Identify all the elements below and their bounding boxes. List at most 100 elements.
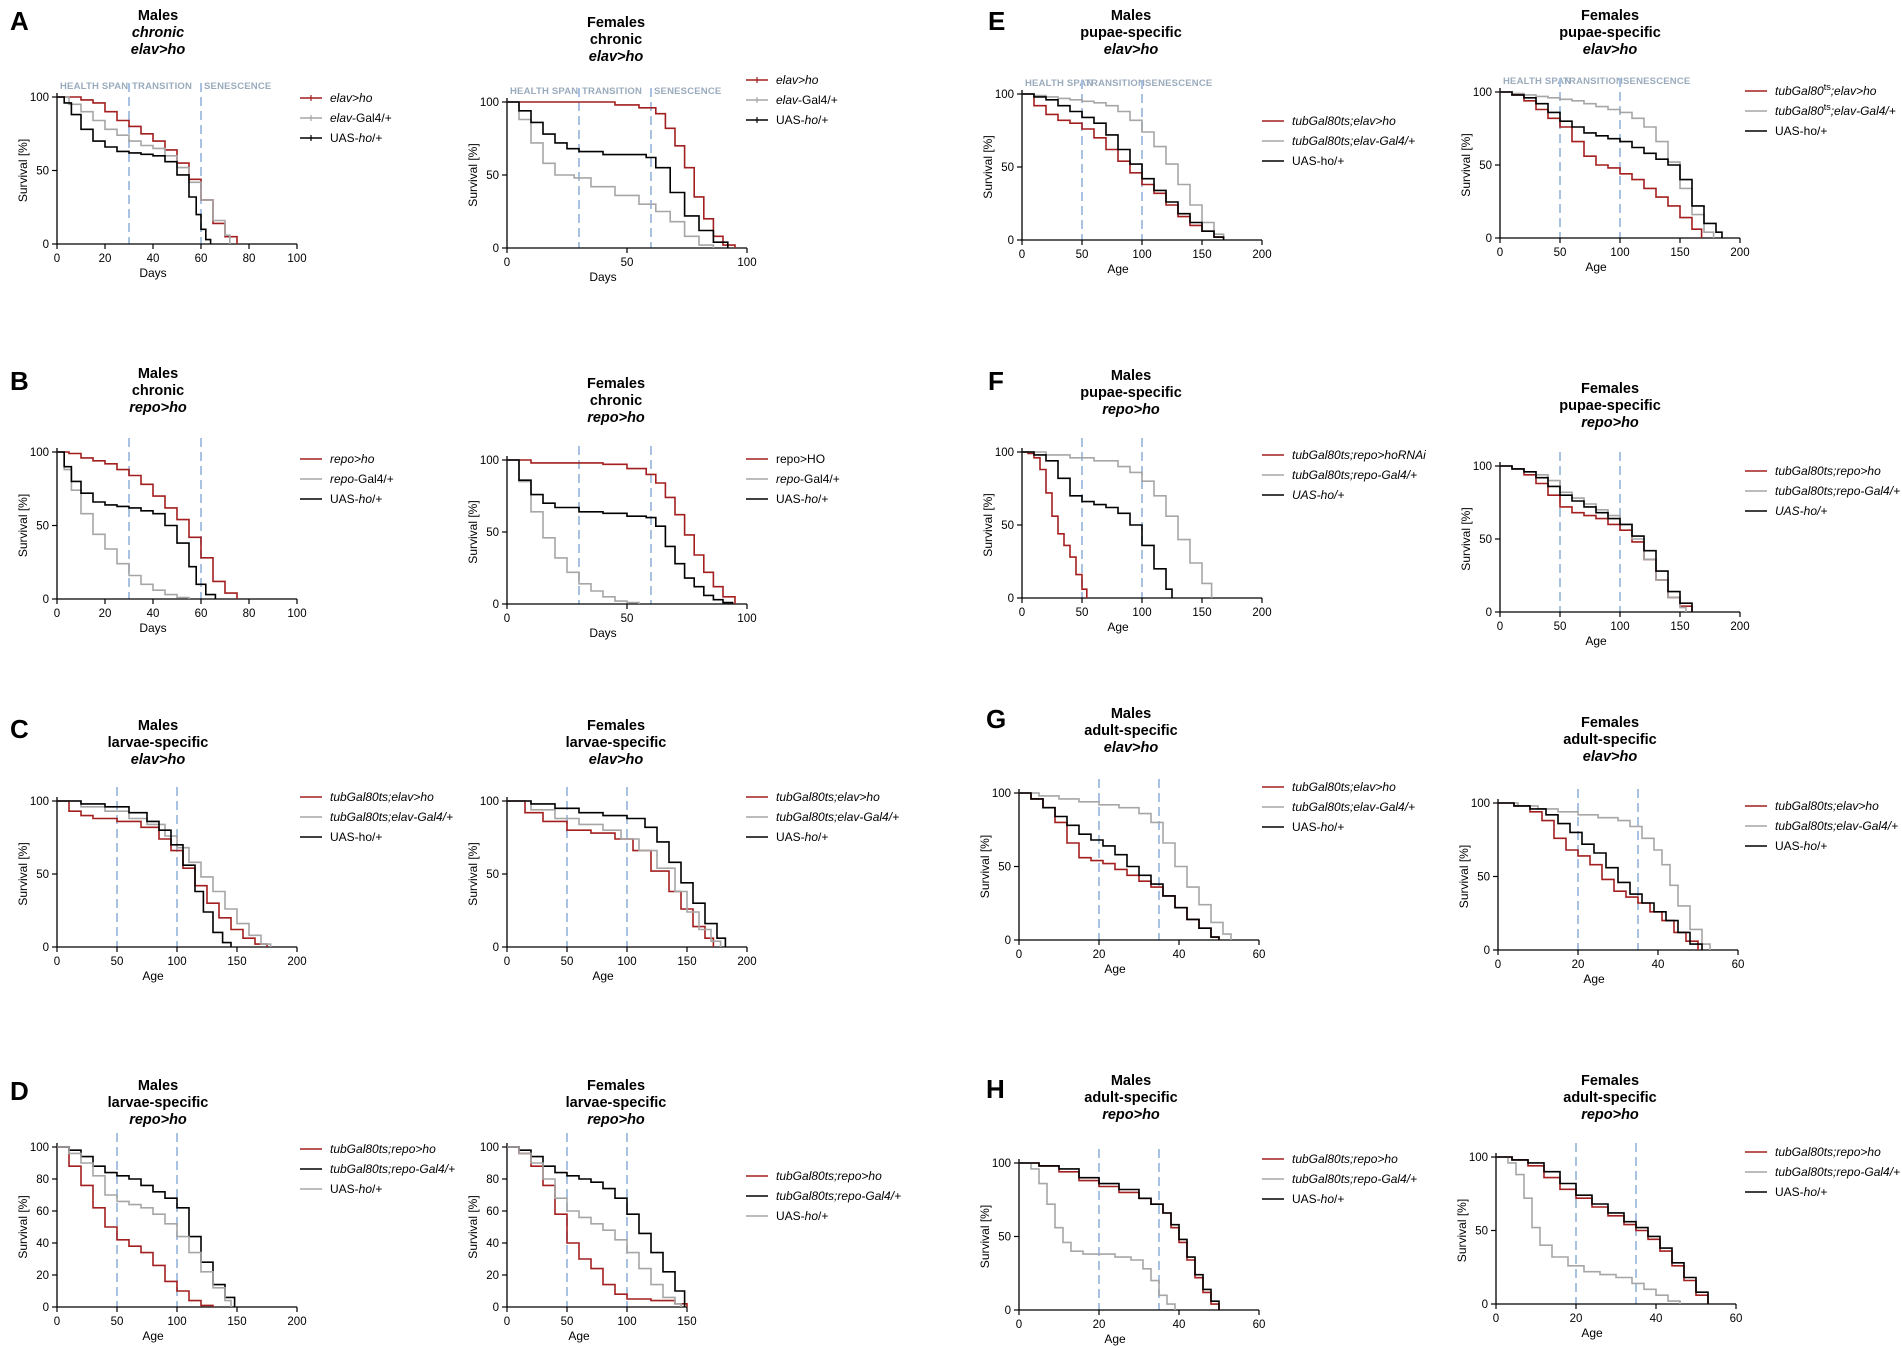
phase-label: SENESCENCE [654,86,721,97]
legend-label: repo>ho [330,452,375,466]
series-line-elav-ho [507,101,736,248]
x-tick-label: 100 [617,956,636,968]
x-tick-label: 200 [1730,247,1749,259]
x-tick-label: 0 [1019,249,1025,261]
x-tick-label: 40 [147,608,160,620]
legend-label: UAS-ho/+ [1775,124,1827,138]
x-tick-label: 50 [1554,247,1567,259]
series-line-repo-ho [57,451,238,599]
phase-label: HEALTH SPAN [60,81,128,92]
series-line-uas-ho [507,800,727,947]
y-tick-label: 100 [480,97,499,109]
y-tick-label: 0 [493,942,499,954]
panel-title-line: chronic [590,32,642,48]
y-tick-label: 100 [1473,461,1492,473]
phase-label: SENESCENCE [204,81,271,92]
series-line-uas-ho [1022,451,1173,598]
y-tick-label: 20 [36,1270,49,1282]
x-tick-label: 40 [147,253,160,265]
phase-label: SENESCENCE [1623,76,1690,87]
x-tick-label: 200 [1252,249,1271,261]
series-line-tubgal80ts-elav-ho [1019,792,1220,940]
x-tick-label: 80 [243,253,256,265]
x-tick-label: 0 [1497,247,1503,259]
y-tick-label: 40 [36,1238,49,1250]
series-line-tubgal80ts-repo-ho [1496,1156,1709,1304]
panel-title-line: Males [138,366,178,382]
y-tick-label: 100 [1471,798,1490,810]
x-axis-label: Days [139,621,166,635]
y-axis-label: Survival [%] [1459,507,1473,570]
x-tick-label: 100 [1132,249,1151,261]
x-tick-label: 0 [54,608,60,620]
y-tick-label: 0 [43,1302,49,1314]
legend-label: UAS-ho/+ [776,492,828,506]
x-tick-label: 50 [561,956,574,968]
y-axis-label: Survival [%] [16,842,30,905]
y-tick-label: 100 [480,796,499,808]
panel-title-line: Females [587,718,645,734]
panel-title-line: Females [587,1078,645,1094]
panel-title-line: pupae-specific [1559,398,1661,414]
series-line-tubgal80ts-repo-ho [507,1146,688,1307]
y-tick-label: 50 [36,521,49,533]
y-tick-label: 100 [480,1142,499,1154]
panel-title-line: Males [1111,368,1151,384]
panel-title-line: elav>ho [131,42,186,58]
panel-title-line: Females [1581,715,1639,731]
x-tick-label: 50 [621,257,634,269]
x-tick-label: 150 [677,1316,696,1328]
panel-title-line: elav>ho [1104,42,1159,58]
x-tick-label: 40 [1173,1319,1186,1331]
panel-title-line: pupae-specific [1080,385,1182,401]
x-tick-label: 0 [54,956,60,968]
panel-letter: C [10,714,29,744]
x-tick-label: 60 [1253,1319,1266,1331]
x-tick-label: 0 [1016,1319,1022,1331]
y-tick-label: 0 [43,594,49,606]
panel-title-line: chronic [132,25,184,41]
x-tick-label: 0 [1497,621,1503,633]
x-axis-label: Age [1107,620,1129,634]
y-axis-label: Survival [%] [1455,1199,1469,1262]
panel-title-line: repo>ho [1102,1107,1160,1123]
legend-label: UAS-ho/+ [776,830,828,844]
y-tick-label: 50 [1479,160,1492,172]
y-tick-label: 50 [36,869,49,881]
x-tick-label: 50 [621,613,634,625]
y-tick-label: 50 [36,166,49,178]
series-line-uas-ho [57,1146,232,1307]
x-tick-label: 100 [167,1316,186,1328]
phase-label: TRANSITION [1085,78,1145,89]
x-tick-label: 100 [1132,607,1151,619]
panel-title-line: repo>ho [1581,415,1639,431]
y-tick-label: 100 [30,1142,49,1154]
y-tick-label: 100 [30,447,49,459]
series-line-tubgal80ts-elav-ho [507,800,715,947]
legend-label: tubGal80ts;elav-Gal4/+ [330,810,453,824]
y-tick-label: 0 [1005,935,1011,947]
panel-title-line: repo>ho [129,1112,187,1128]
panel-title-line: Females [1581,1073,1639,1089]
series-line-tubgal80ts-elav-ho [1498,802,1699,950]
x-axis-label: Age [1585,260,1607,274]
y-axis-label: Survival [%] [1457,845,1471,908]
y-axis-label: Survival [%] [981,135,995,198]
x-tick-label: 100 [167,956,186,968]
y-axis-label: Survival [%] [16,1195,30,1258]
series-line-tubgal80ts-elav-gal4 [1500,91,1715,238]
x-tick-label: 200 [737,956,756,968]
x-axis-label: Age [1581,1326,1603,1340]
panel-title-line: larvae-specific [566,1095,667,1111]
legend-label: tubGal80ts;elav-Gal4/+ [776,810,899,824]
series-line-uas-ho [507,459,734,604]
x-tick-label: 60 [1732,959,1745,971]
y-tick-label: 50 [998,862,1011,874]
phase-label: TRANSITION [132,81,192,92]
